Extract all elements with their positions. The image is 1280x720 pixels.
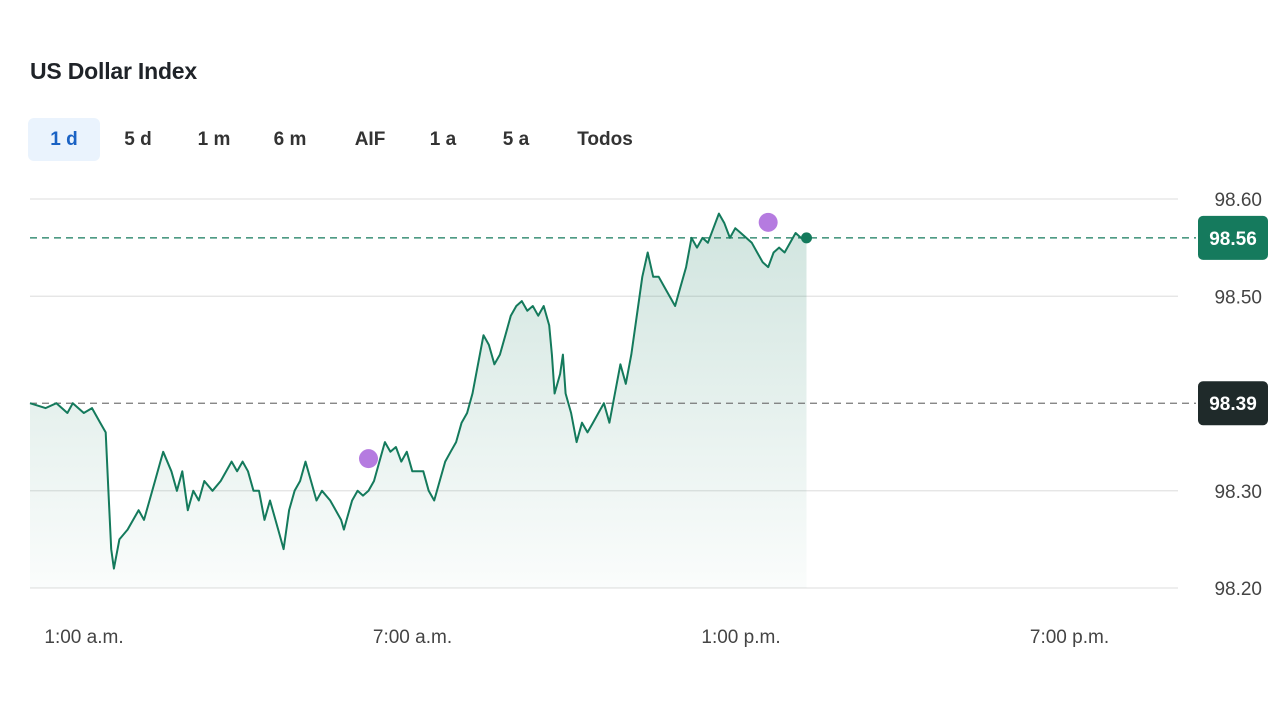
tab-1m[interactable]: 1 m (197, 128, 231, 150)
tab-5y[interactable]: 5 a (502, 128, 530, 150)
event-marker[interactable] (359, 449, 378, 469)
y-tick-label: 98.20 (1214, 579, 1262, 600)
event-marker[interactable] (758, 212, 778, 232)
chart-title: US Dollar Index (30, 58, 197, 84)
current-price-badge: 98.56 (1198, 215, 1268, 260)
tab-5d[interactable]: 5 d (124, 128, 152, 150)
tab-ytd[interactable]: AIF (354, 128, 386, 150)
x-tick-label: 1:00 p.m. (701, 627, 780, 648)
current-price-label: 98.56 (1209, 229, 1257, 250)
y-tick-label: 98.30 (1214, 482, 1262, 503)
previous-close-badge: 98.39 (1198, 381, 1268, 426)
price-line (29, 212, 807, 570)
range-tabs: 1 d 5 d 1 m 6 m AIF 1 a 5 a Todos (28, 118, 652, 161)
x-tick-label: 7:00 p.m. (1030, 627, 1109, 648)
tab-all[interactable]: Todos (577, 128, 633, 150)
y-tick-label: 98.60 (1214, 190, 1262, 211)
x-tick-label: 7:00 a.m. (373, 627, 452, 648)
previous-close-label: 98.39 (1209, 394, 1257, 415)
price-area (30, 213, 807, 588)
tab-6m[interactable]: 6 m (273, 128, 307, 150)
tab-1y[interactable]: 1 a (429, 128, 457, 150)
current-price-dot (801, 232, 812, 244)
y-tick-label: 98.50 (1214, 287, 1262, 308)
x-tick-label: 1:00 a.m. (44, 627, 123, 648)
tab-1d[interactable]: 1 d (28, 118, 100, 161)
